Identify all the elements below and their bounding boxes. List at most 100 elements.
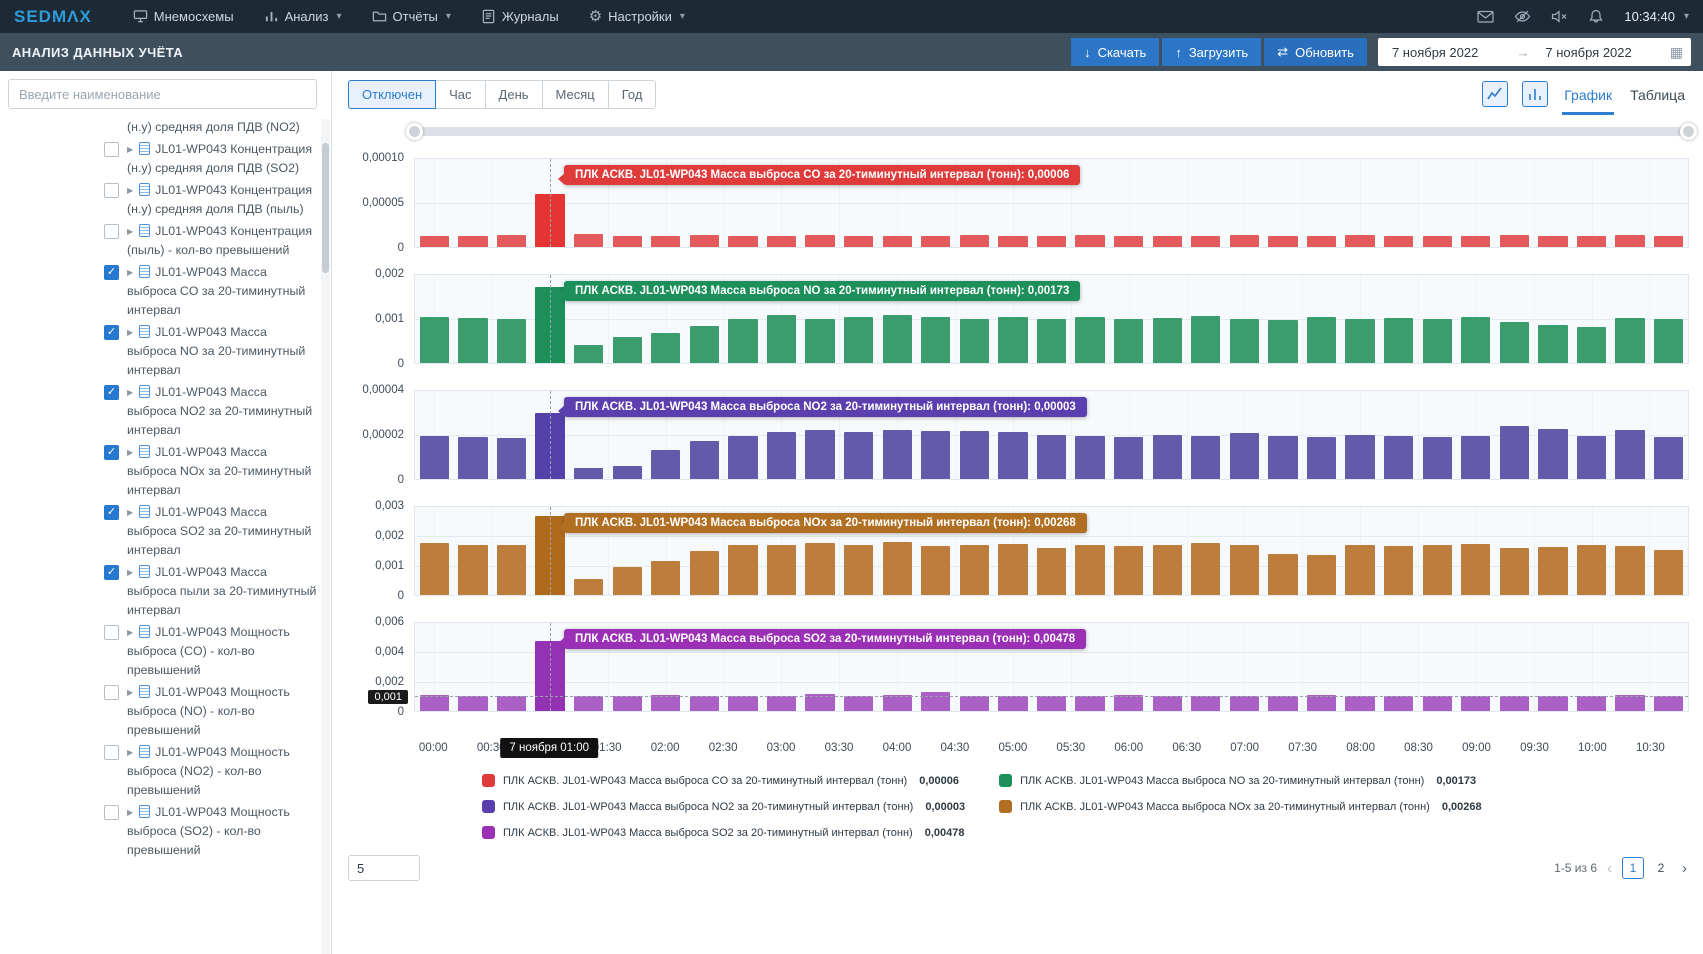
nav-journals[interactable]: Журналы (466, 0, 574, 33)
bar-NO2-04:00[interactable] (882, 429, 912, 479)
bar-NO2-08:00[interactable] (1345, 435, 1375, 479)
bar-NO2-09:20[interactable] (1499, 426, 1530, 479)
expander-icon[interactable]: ▶ (127, 448, 134, 457)
legend-item[interactable]: ПЛК АСКВ. JL01-WP043 Масса выброса NO2 з… (482, 800, 965, 813)
refresh-button[interactable]: ⇄ Обновить (1264, 38, 1367, 66)
page-size-input[interactable] (348, 855, 420, 881)
slider-handle-left[interactable] (406, 123, 423, 140)
bar-NO2-02:20[interactable] (689, 440, 719, 479)
clock[interactable]: 10:34:40 ▾ (1624, 9, 1689, 24)
bar-SO2-05:40[interactable] (1075, 695, 1105, 711)
bar-NOx-09:40[interactable] (1538, 546, 1568, 595)
bar-SO2-09:00[interactable] (1461, 695, 1491, 711)
expander-icon[interactable]: ▶ (127, 388, 134, 397)
expander-icon[interactable]: ▶ (127, 268, 134, 277)
bar-NO-07:00[interactable] (1229, 318, 1260, 363)
bar-CO-04:40[interactable] (959, 234, 989, 247)
expander-icon[interactable]: ▶ (127, 508, 134, 517)
legend-item[interactable]: ПЛК АСКВ. JL01-WP043 Масса выброса NOx з… (999, 800, 1482, 813)
bar-NOx-02:00[interactable] (651, 560, 681, 595)
bar-CO-00:20[interactable] (458, 235, 488, 247)
bar-NO-04:20[interactable] (921, 317, 951, 363)
bar-NOx-05:40[interactable] (1075, 545, 1105, 595)
bar-NO2-01:20[interactable] (573, 468, 604, 479)
bar-CO-09:20[interactable] (1499, 234, 1530, 247)
bar-NOx-06:00[interactable] (1113, 545, 1144, 595)
nav-analysis[interactable]: Анализ ▾ (249, 0, 357, 33)
interval-button-год[interactable]: Год (607, 79, 657, 109)
bar-NOx-04:00[interactable] (882, 541, 912, 595)
date-from-field[interactable]: 7 ноября 2022 (1391, 44, 1479, 60)
bar-NOx-00:00[interactable] (419, 543, 449, 595)
bar-NOx-07:20[interactable] (1268, 553, 1298, 595)
tree-checkbox[interactable]: ✓ (104, 565, 119, 580)
bar-SO2-00:20[interactable] (458, 696, 488, 711)
search-input[interactable] (8, 79, 317, 109)
tab-graph[interactable]: График (1562, 74, 1615, 115)
bar-NO2-08:40[interactable] (1422, 437, 1452, 479)
bar-CO-05:40[interactable] (1075, 234, 1105, 247)
bar-NO2-06:20[interactable] (1152, 435, 1182, 479)
bar-NO2-06:00[interactable] (1113, 437, 1144, 479)
bar-NO2-03:20[interactable] (805, 429, 835, 479)
bar-SO2-04:20[interactable] (921, 691, 951, 711)
tab-table[interactable]: Таблица (1630, 86, 1685, 103)
tree-checkbox[interactable]: ✓ (104, 505, 119, 520)
page-button-2[interactable]: 2 (1657, 861, 1665, 875)
slider-handle-right[interactable] (1680, 123, 1697, 140)
bar-NO-01:20[interactable] (573, 344, 604, 363)
bar-NO-10:40[interactable] (1654, 319, 1684, 363)
calendar-icon[interactable]: ▦ (1669, 43, 1683, 60)
envelope-icon[interactable] (1477, 9, 1494, 24)
bar-NOx-01:20[interactable] (573, 578, 604, 595)
bar-SO2-09:40[interactable] (1538, 696, 1568, 711)
bar-NOx-08:00[interactable] (1345, 545, 1375, 595)
bar-SO2-07:40[interactable] (1306, 695, 1337, 711)
bar-NOx-00:40[interactable] (496, 544, 527, 595)
bar-NOx-02:40[interactable] (728, 544, 758, 595)
bar-NO2-01:40[interactable] (612, 465, 642, 479)
nav-settings[interactable]: ⚙ Настройки ▾ (574, 0, 700, 33)
bar-NOx-05:00[interactable] (998, 544, 1028, 595)
nav-reports[interactable]: Отчёты ▾ (357, 0, 466, 33)
tree-checkbox[interactable] (104, 685, 119, 700)
bar-CO-04:20[interactable] (921, 235, 951, 247)
bar-SO2-10:20[interactable] (1615, 695, 1645, 711)
bar-NO2-05:20[interactable] (1036, 435, 1067, 479)
bar-NO-07:40[interactable] (1306, 316, 1337, 363)
bar-NO2-07:20[interactable] (1268, 435, 1298, 479)
bar-CO-06:20[interactable] (1152, 235, 1182, 247)
bar-SO2-09:20[interactable] (1499, 696, 1530, 711)
bar-NO-04:40[interactable] (959, 319, 989, 363)
bar-NOx-09:00[interactable] (1461, 544, 1491, 595)
bar-NO2-03:00[interactable] (766, 431, 797, 479)
bar-NO-03:00[interactable] (766, 315, 797, 363)
bar-NO2-07:40[interactable] (1306, 437, 1337, 479)
tree-checkbox[interactable] (104, 805, 119, 820)
bar-NO-08:40[interactable] (1422, 319, 1452, 363)
bar-NO-06:00[interactable] (1113, 319, 1144, 363)
legend-item[interactable]: ПЛК АСКВ. JL01-WP043 Масса выброса SO2 з… (482, 826, 965, 839)
bar-CO-10:20[interactable] (1615, 234, 1645, 247)
bell-icon[interactable] (1588, 9, 1604, 24)
volume-muted-icon[interactable] (1551, 9, 1568, 24)
bar-CO-10:40[interactable] (1654, 235, 1684, 247)
bar-NO-02:40[interactable] (728, 319, 758, 363)
bar-NOx-02:20[interactable] (689, 551, 719, 595)
bar-CO-05:20[interactable] (1036, 235, 1067, 247)
bar-NOx-07:00[interactable] (1229, 545, 1260, 595)
bar-NOx-03:40[interactable] (843, 545, 874, 595)
bar-SO2-02:40[interactable] (728, 695, 758, 711)
bar-NOx-06:20[interactable] (1152, 544, 1182, 595)
bar-NO-03:40[interactable] (843, 317, 874, 363)
date-to-field[interactable]: 7 ноября 2022 (1545, 44, 1632, 60)
legend-item[interactable]: ПЛК АСКВ. JL01-WP043 Масса выброса NO за… (999, 774, 1481, 787)
sedmax-logo[interactable]: SEDMΛX (14, 6, 92, 26)
bar-SO2-04:40[interactable] (959, 696, 989, 711)
bar-CO-06:40[interactable] (1191, 235, 1221, 247)
bar-SO2-05:00[interactable] (998, 695, 1028, 711)
bar-NO2-08:20[interactable] (1384, 436, 1414, 479)
bar-CO-06:00[interactable] (1113, 235, 1144, 247)
expander-icon[interactable]: ▶ (127, 227, 134, 236)
tree-checkbox[interactable] (104, 142, 119, 157)
